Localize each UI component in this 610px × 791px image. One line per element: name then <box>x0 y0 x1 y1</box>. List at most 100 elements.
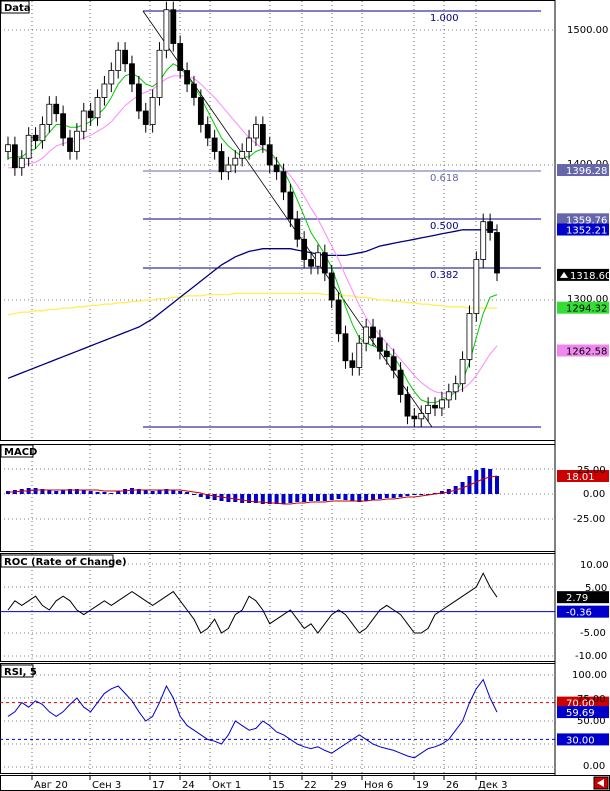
roc-title-box <box>0 554 114 568</box>
scroll-corner-button[interactable] <box>593 776 609 790</box>
macd-bar-21 <box>150 491 155 494</box>
roc-tag-1: -0.36 <box>566 608 592 619</box>
panel-frame-3 <box>0 663 556 774</box>
price-panel-title: Data <box>4 3 31 14</box>
candle-body-59 <box>411 415 418 420</box>
price-tag-0: 1396.28 <box>566 166 607 177</box>
macd-bar-52 <box>364 494 369 501</box>
candle-body-50 <box>349 360 356 368</box>
candle-body-12 <box>87 110 94 119</box>
candle-body-62 <box>432 404 438 409</box>
macd-ytick-0: 0.00 <box>583 489 605 500</box>
macd-title-box <box>0 444 34 458</box>
candle-body-44 <box>308 259 314 267</box>
x-label-11: Дек 3 <box>478 780 508 791</box>
candle-body-43 <box>301 238 308 260</box>
candle-body-8 <box>60 113 66 139</box>
candle-body-63 <box>439 399 445 409</box>
candle-body-70 <box>487 221 494 233</box>
rsi-ytick-0: 0.00 <box>583 761 605 772</box>
candle-body-71 <box>494 232 500 274</box>
macd-bar-18 <box>129 488 134 494</box>
rsi-tag-2: 30.00 <box>566 735 595 746</box>
price-ytick-1500: 1500.00 <box>567 25 608 36</box>
panel-frame-0 <box>0 0 556 441</box>
macd-bar-57 <box>398 494 403 497</box>
macd-bar-28 <box>198 494 203 497</box>
candle-body-19 <box>135 83 142 112</box>
price-tag-box-4 <box>557 301 609 314</box>
macd-y-axis: 25.00 0.00 -25.00 <box>573 465 606 525</box>
macd-bar-8 <box>61 490 66 494</box>
x-label-7: 29 <box>334 780 347 791</box>
rsi-tag-1: 59.69 <box>566 708 595 719</box>
macd-bar-12 <box>88 491 93 494</box>
candle-body-68 <box>473 259 480 314</box>
macd-bar-58 <box>405 494 410 496</box>
roc-y-axis: 10.00 5.00 -5.00 -10.00 <box>575 560 609 662</box>
candle-body-42 <box>294 218 301 240</box>
macd-bar-34 <box>240 494 245 503</box>
macd-bar-40 <box>281 494 286 504</box>
price-tag-3: 1318.60 <box>570 271 610 282</box>
candle-body-55 <box>383 350 390 358</box>
macd-bar-44 <box>309 494 314 501</box>
scroll-left-icon[interactable] <box>597 779 604 787</box>
candle-body-9 <box>67 137 73 152</box>
macd-bar-56 <box>391 494 396 498</box>
candle-body-54 <box>377 337 383 352</box>
candle-body-67 <box>466 313 473 360</box>
macd-bar-48 <box>336 494 341 499</box>
rsi-ytick-75: 75.00 <box>577 694 606 705</box>
x-label-0: Авг 20 <box>34 780 68 791</box>
price-tag-4: 1294.32 <box>566 304 607 315</box>
macd-bar-6 <box>47 490 52 494</box>
candle-body-64 <box>445 391 452 401</box>
ma-long-line <box>7 292 497 316</box>
macd-tag-box-1 <box>557 469 609 482</box>
candle-body-34 <box>239 151 246 159</box>
panel-frame-2 <box>0 553 556 662</box>
price-tag-box-1 <box>557 213 609 226</box>
roc-ytick-minus5: -5.00 <box>580 628 606 639</box>
candle-body-3 <box>25 134 32 159</box>
candle-body-28 <box>197 97 204 125</box>
indicator-series <box>0 468 555 759</box>
macd-bar-30 <box>212 494 217 500</box>
macd-bar-15 <box>109 493 114 494</box>
macd-bar-26 <box>185 492 190 494</box>
macd-bar-5 <box>40 489 45 494</box>
macd-bar-55 <box>384 494 389 498</box>
fib-level-0382-label: 0.382 <box>430 270 459 281</box>
macd-bar-27 <box>191 494 196 495</box>
macd-bar-50 <box>350 494 355 501</box>
candle-body-40 <box>280 171 287 193</box>
candle-body-31 <box>218 151 225 173</box>
candle-body-18 <box>129 63 135 85</box>
macd-bar-59 <box>412 494 417 495</box>
macd-bar-33 <box>233 494 238 502</box>
macd-bar-54 <box>377 494 382 499</box>
macd-bar-10 <box>74 489 79 494</box>
candle-body-48 <box>335 299 342 335</box>
candle-body-25 <box>177 43 184 71</box>
macd-bar-16 <box>116 491 121 494</box>
last-price-arrow-icon <box>560 271 568 278</box>
candle-body-30 <box>211 137 218 152</box>
roc-tag-box-0 <box>557 591 609 604</box>
candle-body-17 <box>122 49 128 65</box>
macd-bar-24 <box>171 490 176 494</box>
candle-body-39 <box>273 164 280 173</box>
rsi-tag-box-0 <box>557 696 609 709</box>
candle-body-6 <box>46 103 53 125</box>
x-label-5: 15 <box>272 780 285 791</box>
macd-bar-47 <box>329 494 334 500</box>
candle-body-14 <box>101 83 108 98</box>
x-label-9: 19 <box>416 780 429 791</box>
candle-body-69 <box>480 221 487 260</box>
macd-bar-14 <box>102 492 107 494</box>
price-tag-1: 1359.76 <box>566 215 607 226</box>
candle-body-11 <box>80 110 87 132</box>
